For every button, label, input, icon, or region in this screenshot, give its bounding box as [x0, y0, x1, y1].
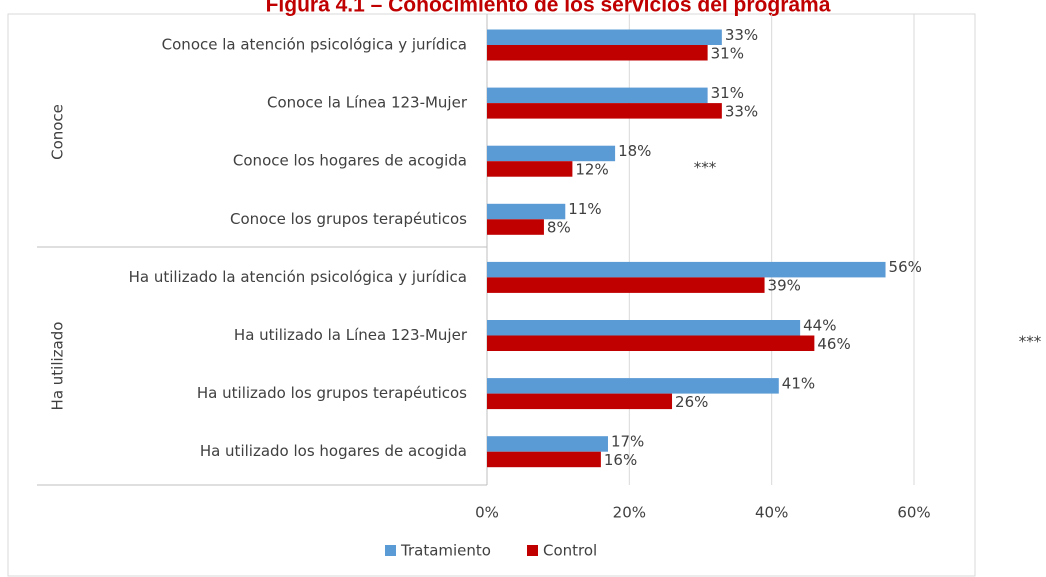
- value-label: 18%: [618, 142, 651, 160]
- value-label: 33%: [725, 102, 758, 120]
- bar: [487, 277, 765, 293]
- group-label: Conoce: [49, 104, 67, 160]
- value-label: 39%: [768, 277, 801, 295]
- bar: [487, 393, 673, 410]
- chart-title: Figura 4.1 – Conocimiento de los servici…: [266, 0, 831, 17]
- y-tick-label: Ha utilizado la atención psicológica y j…: [129, 268, 467, 286]
- legend-swatch: [385, 545, 396, 556]
- bar: [487, 45, 708, 61]
- value-label: 56%: [889, 258, 922, 276]
- value-label: 8%: [547, 219, 571, 237]
- bar: [487, 378, 779, 394]
- bar: [487, 451, 601, 468]
- x-tick-label: 0%: [475, 504, 499, 522]
- bar: [487, 29, 722, 45]
- y-tick-label: Ha utilizado la Línea 123-Mujer: [234, 326, 468, 344]
- bar: [487, 145, 616, 162]
- value-label: 26%: [675, 393, 708, 411]
- y-tick-label: Conoce la Línea 123-Mujer: [267, 94, 468, 112]
- y-tick-label: Ha utilizado los hogares de acogida: [200, 442, 467, 460]
- x-tick-label: 60%: [897, 504, 930, 522]
- legend-swatch: [527, 545, 538, 556]
- value-label: 17%: [611, 432, 644, 450]
- legend-label: Control: [543, 542, 597, 560]
- bar: [487, 219, 544, 235]
- bar: [487, 261, 886, 278]
- bar: [487, 203, 566, 220]
- x-tick-label: 40%: [755, 504, 788, 522]
- bar: [487, 161, 573, 177]
- y-tick-label: Conoce la atención psicológica y jurídic…: [162, 36, 467, 54]
- y-tick-label: Conoce los hogares de acogida: [233, 152, 467, 170]
- bar: [487, 87, 708, 104]
- value-label: 44%: [803, 316, 836, 334]
- legend-label: Tratamiento: [400, 542, 491, 560]
- y-tick-label: Ha utilizado los grupos terapéuticos: [197, 384, 467, 402]
- value-label: 11%: [568, 200, 601, 218]
- x-tick-label: 20%: [613, 504, 646, 522]
- bar: [487, 103, 722, 119]
- value-label: 16%: [604, 451, 637, 469]
- bar: [487, 335, 815, 351]
- value-label: 33%: [725, 26, 758, 44]
- annotation: ***: [1019, 333, 1042, 351]
- bar: [487, 320, 801, 336]
- value-label: 41%: [782, 374, 815, 392]
- y-tick-label: Conoce los grupos terapéuticos: [230, 210, 467, 228]
- value-label: 31%: [711, 84, 744, 102]
- group-label: Ha utilizado: [49, 322, 67, 411]
- bar: [487, 436, 608, 452]
- value-label: 31%: [711, 44, 744, 62]
- annotation: ***: [694, 159, 717, 177]
- value-label: 12%: [575, 160, 608, 178]
- value-label: 46%: [817, 335, 850, 353]
